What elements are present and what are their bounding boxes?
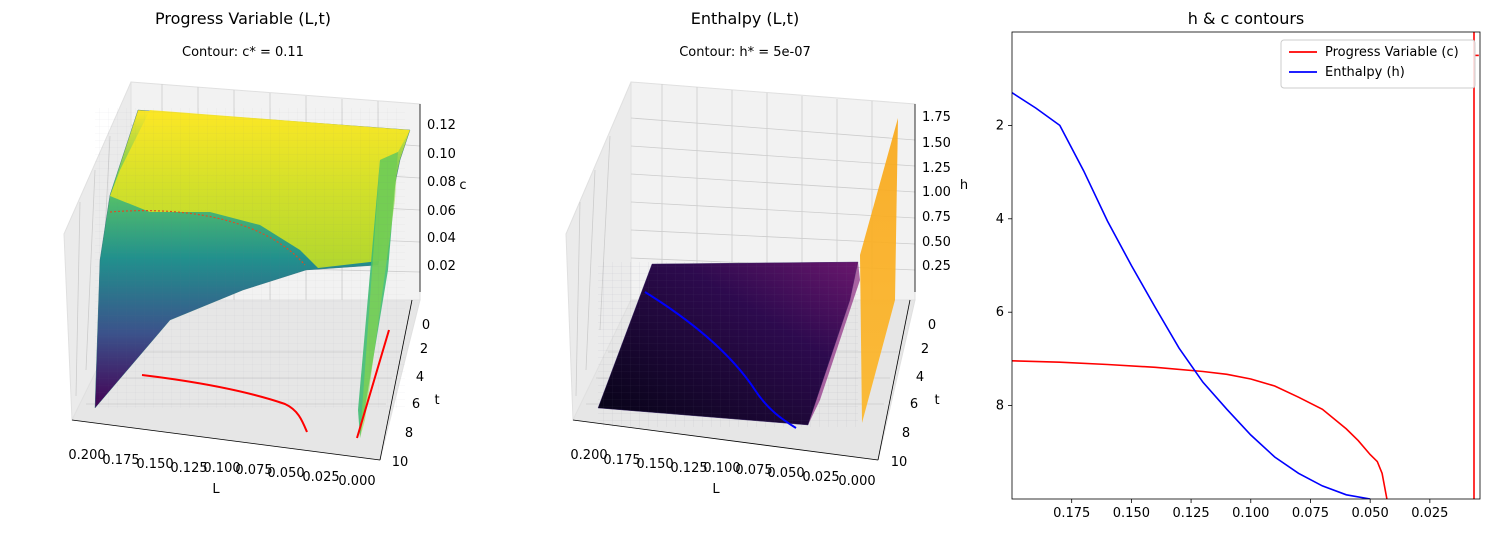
y-tick-label: 6 bbox=[996, 305, 1004, 320]
x-tick-label: 0.050 bbox=[767, 466, 804, 481]
z-tick-label: 0.06 bbox=[427, 204, 456, 219]
legend-label: Enthalpy (h) bbox=[1325, 65, 1405, 80]
contour-plot-area: 0.175 0.150 0.125 0.100 0.075 0.050 0.025 2 4 6 8 P… bbox=[996, 31, 1481, 521]
contour-line-floor-curve bbox=[141, 374, 308, 433]
y-tick-label: 4 bbox=[416, 370, 424, 385]
chart-title: h & c contours bbox=[1188, 9, 1305, 28]
axes-frame bbox=[1011, 31, 1481, 500]
z-tick-label: 1.00 bbox=[922, 185, 951, 200]
y-tick-label: 6 bbox=[412, 397, 420, 412]
y-tick-label: 0 bbox=[928, 318, 936, 333]
x-tick-label: 0.150 bbox=[1113, 506, 1150, 521]
x-axis: 0.200 0.175 0.150 0.125 0.100 0.075 0.05… bbox=[68, 419, 381, 497]
x-tick-label: 0.050 bbox=[267, 466, 304, 481]
x-tick-label: 0.175 bbox=[1053, 506, 1090, 521]
chart-title: Enthalpy (L,t) bbox=[691, 9, 799, 28]
x-tick-label: 0.150 bbox=[136, 457, 173, 472]
y-axis: 0 2 4 6 8 10 t bbox=[379, 299, 440, 470]
x-tick-label: 0.000 bbox=[838, 474, 875, 489]
z-axis-label: h bbox=[960, 178, 968, 193]
y-tick-label: 6 bbox=[910, 397, 918, 412]
y-tick-label: 2 bbox=[921, 342, 929, 357]
x-tick-label: 0.175 bbox=[603, 453, 640, 468]
x-tick-label: 0.125 bbox=[170, 461, 207, 476]
x-tick-label: 0.025 bbox=[302, 470, 339, 485]
y-tick-label: 4 bbox=[996, 212, 1004, 227]
z-tick-label: 0.10 bbox=[427, 147, 456, 162]
y-tick-label: 8 bbox=[996, 399, 1004, 414]
x-axis-label: L bbox=[212, 482, 220, 497]
z-tick-label: 1.75 bbox=[922, 110, 951, 125]
y-tick-label: 2 bbox=[996, 118, 1004, 133]
x-tick-label: 0.125 bbox=[670, 461, 707, 476]
y-axis-label: t bbox=[934, 393, 939, 408]
z-tick-label: 0.04 bbox=[427, 231, 456, 246]
x-tick-label: 0.025 bbox=[1411, 506, 1448, 521]
x-tick-label: 0.200 bbox=[570, 448, 607, 463]
y-axis: 0 2 4 6 8 10 t bbox=[877, 299, 940, 470]
y-tick-label: 10 bbox=[891, 455, 908, 470]
chart-subtitle: Contour: c* = 0.11 bbox=[182, 45, 304, 60]
chart-subtitle: Contour: h* = 5e-07 bbox=[679, 45, 811, 60]
z-tick-label: 0.75 bbox=[922, 210, 951, 225]
z-axis: 0.25 0.50 0.75 1.00 1.25 1.50 1.75 h bbox=[914, 104, 968, 292]
z-tick-label: 0.25 bbox=[922, 259, 951, 274]
x-tick-label: 0.075 bbox=[1292, 506, 1329, 521]
series-line-0 bbox=[1012, 360, 1388, 499]
x-tick-label: 0.075 bbox=[735, 463, 772, 478]
series-line-3 bbox=[1012, 92, 1371, 499]
contour-line-floor-edge bbox=[356, 329, 390, 439]
y-tick-label: 8 bbox=[902, 426, 910, 441]
panel-enthalpy: Enthalpy (L,t) Contour: h* = 5e-07 0.200 bbox=[565, 9, 968, 497]
legend-box bbox=[1280, 39, 1476, 89]
x-tick-label: 0.100 bbox=[1232, 506, 1269, 521]
x-tick-label: 0.025 bbox=[802, 470, 839, 485]
panel-contours: h & c contours 0.175 0.150 0.125 0.100 0.075… bbox=[996, 9, 1481, 521]
x-tick-label: 0.100 bbox=[203, 461, 240, 476]
x-tick-label: 0.000 bbox=[338, 474, 375, 489]
x-tick-label: 0.150 bbox=[636, 457, 673, 472]
y-tick-label: 2 bbox=[420, 342, 428, 357]
surface-plot bbox=[94, 108, 411, 438]
x-tick-label: 0.100 bbox=[703, 461, 740, 476]
x-axis: 0.200 0.175 0.150 0.125 0.100 0.075 0.05… bbox=[570, 419, 879, 497]
y-tick-label: 8 bbox=[405, 426, 413, 441]
x-tick-label: 0.050 bbox=[1352, 506, 1389, 521]
z-tick-label: 1.50 bbox=[922, 136, 951, 151]
panel-progress-variable: Progress Variable (L,t) Contour: c* = 0.… bbox=[63, 9, 467, 497]
z-axis: 0.02 0.04 0.06 0.08 0.10 0.12 c bbox=[419, 104, 467, 292]
x-tick-label: 0.125 bbox=[1172, 506, 1209, 521]
x-axis-label: L bbox=[712, 482, 720, 497]
z-tick-label: 1.25 bbox=[922, 161, 951, 176]
contour-line-floor bbox=[644, 291, 797, 429]
z-tick-label: 0.08 bbox=[427, 175, 456, 190]
x-tick-label: 0.175 bbox=[102, 453, 139, 468]
z-tick-label: 0.02 bbox=[427, 259, 456, 274]
x-tick-label: 0.075 bbox=[235, 463, 272, 478]
x-tick-label: 0.200 bbox=[68, 448, 105, 463]
chart-title: Progress Variable (L,t) bbox=[155, 9, 331, 28]
y-tick-label: 4 bbox=[916, 370, 924, 385]
y-tick-label: 10 bbox=[392, 455, 409, 470]
z-axis-label: c bbox=[459, 178, 466, 193]
y-axis-label: t bbox=[434, 393, 439, 408]
z-tick-label: 0.12 bbox=[427, 118, 456, 133]
z-tick-label: 0.50 bbox=[922, 235, 951, 250]
legend-label: Progress Variable (c) bbox=[1325, 45, 1459, 60]
y-tick-label: 0 bbox=[422, 318, 430, 333]
